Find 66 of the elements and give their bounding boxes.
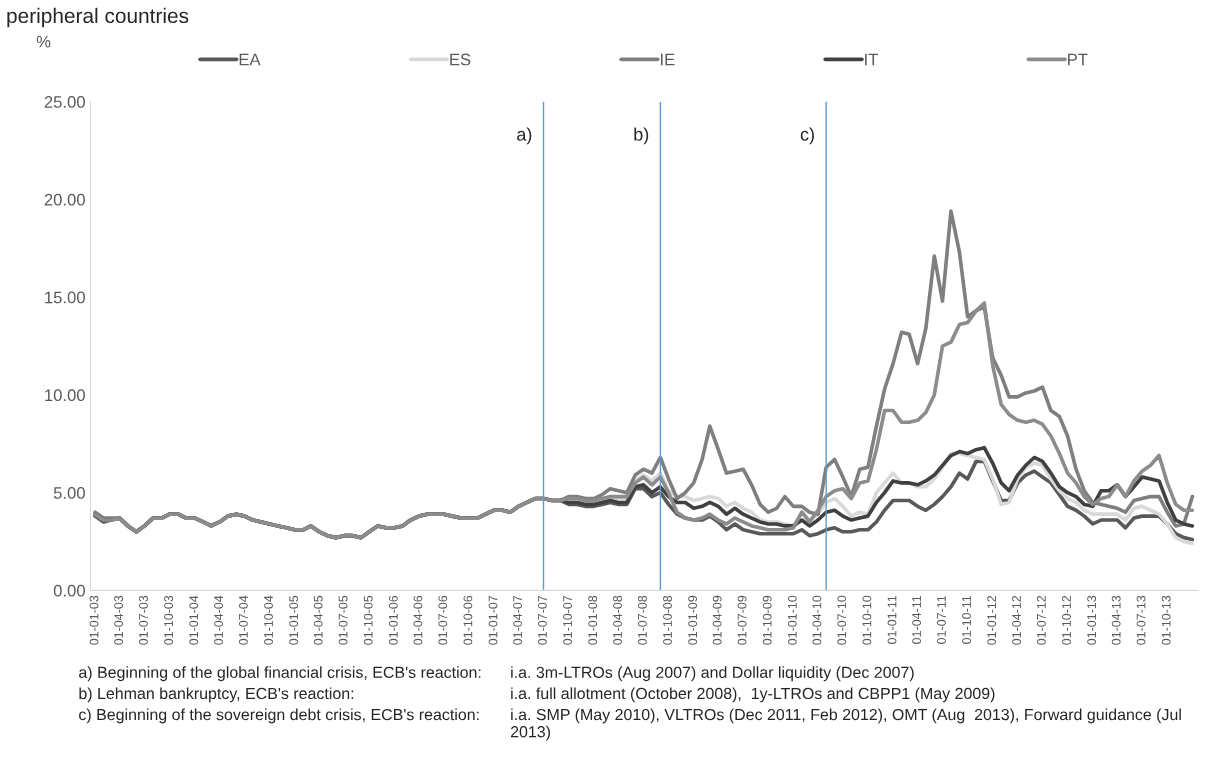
ref-line-label: c) (800, 127, 814, 145)
text: i.a. SMP (May 2010), VLTROs (Dec 2011, Feb 2012), OMT (Aug 2013), Forward guidance (Jul 2013) (510, 708, 1181, 741)
text: i.a. full allotment (October 2008), 1y-LTROs and CBPP1 (May 2009) (511, 687, 995, 703)
x-tick-label: 01-07-07 (538, 595, 547, 645)
x-tick-label: 01-10-09 (762, 595, 772, 645)
text: a) Beginning of the global financial crisis, ECB's reaction: (79, 666, 481, 682)
y-tick-label: 25.00 (44, 96, 85, 108)
x-tick-label: 01-10-07 (563, 595, 572, 645)
text: i.a. 3m-LTROs (Aug 2007) and Dollar liquidity (Dec 2007) (511, 666, 914, 682)
x-tick-label: 01-07-03 (139, 595, 148, 645)
ref-line-label: a) (517, 127, 532, 145)
text: b) Lehman bankruptcy, ECB's reaction: (79, 687, 354, 703)
x-tick-label: 01-10-08 (663, 595, 672, 645)
x-tick-label: 01-07-10 (837, 595, 847, 645)
x-tick-label: 01-01-12 (987, 595, 997, 645)
legend-label: PT (1068, 53, 1088, 66)
y-tick-label: 15.00 (45, 291, 85, 304)
ref-line-label: b) (634, 127, 649, 145)
x-tick-label: 01-04-08 (613, 595, 622, 645)
y-tick-label: 20.00 (44, 193, 85, 206)
x-tick-label: 01-04-05 (313, 595, 323, 645)
x-tick-label: 01-04-09 (712, 595, 722, 645)
x-tick-label: 01-04-12 (1012, 595, 1021, 645)
x-tick-label: 01-07-09 (737, 595, 747, 645)
x-tick-label: 01-04-04 (214, 595, 223, 645)
x-tick-label: 01-10-04 (264, 595, 273, 645)
text: c) Beginning of the sovereign debt crisis, ECB's reaction: (79, 708, 479, 724)
x-tick-label: 01-10-05 (363, 595, 373, 645)
x-tick-label: 01-07-11 (937, 595, 946, 644)
x-tick-label: 01-07-08 (637, 595, 647, 645)
x-tick-label: 01-04-07 (513, 595, 523, 645)
x-tick-label: 01-01-13 (1087, 595, 1097, 645)
x-tick-label: 01-07-13 (1136, 595, 1146, 645)
x-tick-label: 01-01-09 (688, 595, 698, 645)
x-tick-label: 01-01-04 (189, 595, 199, 645)
x-tick-label: 01-10-10 (862, 595, 872, 645)
legend-label: EA (239, 53, 261, 66)
legend-label: IE (661, 53, 675, 66)
x-tick-label: 01-04-13 (1111, 595, 1121, 645)
x-tick-label: 01-07-06 (438, 595, 448, 645)
y-tick-label: 10.00 (45, 389, 85, 402)
x-tick-label: 01-04-10 (812, 595, 822, 645)
chart-title: peripheral countries (7, 7, 189, 28)
x-tick-label: 01-01-06 (388, 595, 398, 645)
x-tick-label: 01-04-03 (114, 595, 124, 645)
x-tick-label: 01-10-13 (1161, 595, 1171, 645)
x-tick-label: 01-10-12 (1062, 595, 1071, 645)
x-tick-label: 01-01-05 (289, 595, 299, 645)
y-tick-label: 5.00 (53, 487, 85, 499)
x-tick-label: 01-01-08 (588, 595, 598, 645)
y-tick-label: 0.00 (53, 584, 85, 597)
x-tick-label: 01-10-06 (463, 595, 473, 645)
x-tick-label: 01-01-03 (89, 595, 99, 645)
x-tick-label: 01-07-04 (238, 595, 248, 645)
x-tick-label: 01-07-05 (338, 595, 348, 645)
x-tick-label: 01-01-11 (887, 595, 897, 644)
y-axis-title: % (36, 35, 51, 48)
x-tick-label: 01-10-11 (962, 595, 971, 644)
x-tick-label: 01-01-10 (787, 595, 797, 645)
x-tick-label: 01-07-12 (1036, 595, 1046, 645)
x-tick-label: 01-01-07 (488, 595, 498, 645)
x-tick-label: 01-10-03 (164, 595, 173, 645)
legend-label: ES (450, 53, 471, 66)
legend-label: IT (865, 53, 878, 66)
x-tick-label: 01-04-11 (912, 595, 921, 644)
x-tick-label: 01-04-06 (413, 595, 423, 645)
